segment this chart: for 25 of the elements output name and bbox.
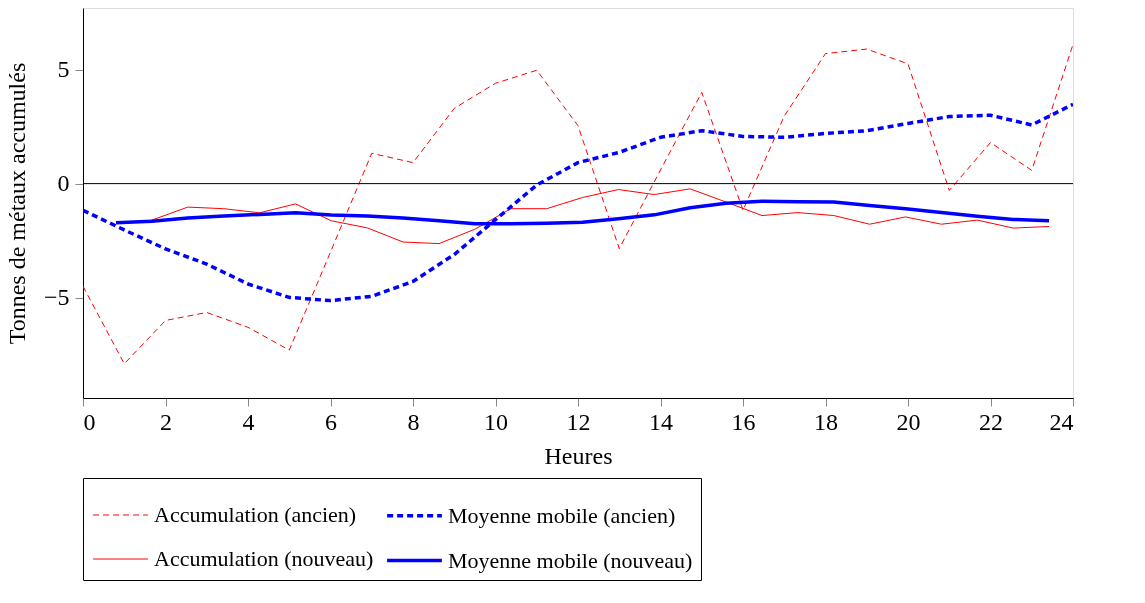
y-tick-label: −5 — [43, 284, 70, 311]
line-series — [114, 199, 1051, 226]
legend-label: Moyenne mobile (nouveau) — [448, 547, 693, 573]
x-tick-label: 16 — [731, 408, 756, 435]
y-tick-label: 0 — [57, 170, 70, 197]
y-axis-title: Tonnes de métaux accumulés — [3, 62, 30, 345]
x-tick-label: 8 — [407, 408, 420, 435]
legend-label: Moyenne mobile (ancien) — [448, 502, 676, 528]
x-tick-label: 2 — [160, 408, 172, 435]
x-tick-label: 20 — [896, 408, 921, 435]
x-tick-label: 24 — [1049, 408, 1074, 435]
x-tick-label: 14 — [649, 408, 673, 435]
x-tick-label: 10 — [484, 408, 508, 435]
x-tick-label: 22 — [979, 408, 1003, 435]
x-tick-label: 4 — [242, 408, 255, 435]
legend-label: Accumulation (nouveau) — [154, 546, 374, 571]
line-series — [83, 43, 1073, 365]
x-tick-label: 18 — [814, 408, 838, 435]
x-tick-label: 6 — [325, 408, 337, 435]
y-tick-label: 5 — [57, 56, 70, 83]
line-series — [83, 102, 1073, 303]
x-axis-title: Heures — [544, 442, 613, 469]
legend-label: Accumulation (ancien) — [154, 502, 357, 527]
x-tick-label: 12 — [566, 408, 591, 435]
x-tick-label: 0 — [83, 408, 96, 435]
